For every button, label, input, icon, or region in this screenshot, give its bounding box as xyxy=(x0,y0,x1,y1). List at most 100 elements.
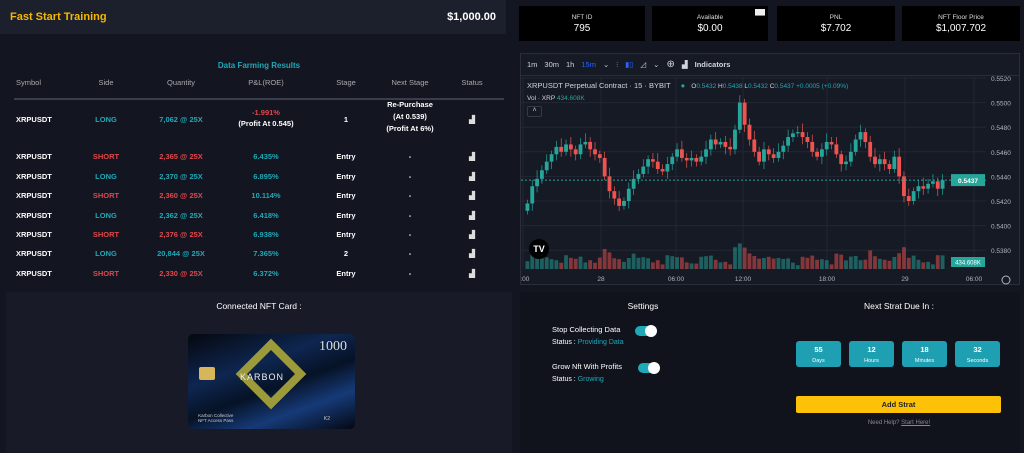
volume-bar xyxy=(848,256,853,269)
volume-bar xyxy=(631,253,636,269)
cell-stage: Entry xyxy=(336,152,356,161)
chart-canvas[interactable]: 0.5520 0.5500 0.5480 0.5460 0.5440 0.5420 0.54… xyxy=(521,54,1021,286)
status-dot-icon: ● xyxy=(680,81,686,90)
cell-side: LONG xyxy=(95,115,117,124)
indicators-icon[interactable]: ▟ xyxy=(681,60,688,69)
cell-stage: Entry xyxy=(336,172,356,181)
table-row: XRPUSDT SHORT 2,376 @ 25X Entry 6.938% - ▟ xyxy=(6,230,512,240)
volume-bar xyxy=(578,256,583,269)
tradingview-logo-icon[interactable]: TV xyxy=(529,239,549,259)
volume-bar xyxy=(607,252,612,269)
candle-body xyxy=(617,198,622,206)
card-icon[interactable] xyxy=(755,9,765,16)
volume-bar xyxy=(882,259,887,269)
volume-bar xyxy=(742,247,747,269)
stat-pnl: PNL $7.702 xyxy=(777,6,895,41)
volume-bar xyxy=(926,261,931,269)
area-chart-icon[interactable]: ◿ xyxy=(640,60,647,69)
countdown-value: 32 xyxy=(973,345,982,354)
column-header[interactable]: Status xyxy=(461,78,483,87)
bar-chart-icon[interactable]: ⫶ xyxy=(616,59,619,69)
countdown-seconds: 32 Seconds xyxy=(955,341,1000,367)
volume-bar xyxy=(916,259,921,269)
card-value: 1000 xyxy=(319,339,347,354)
candle-body xyxy=(897,156,902,177)
column-header[interactable]: Side xyxy=(98,78,114,87)
settings-title: Settings xyxy=(627,301,659,311)
candle-body xyxy=(675,149,679,157)
status-chart-icon[interactable]: ▟ xyxy=(469,172,475,181)
grow-nft-toggle[interactable] xyxy=(638,362,660,374)
stat-available: Available $0.00 xyxy=(652,6,768,41)
add-compare-icon[interactable]: ⊕ xyxy=(666,59,675,70)
last-price-label: 0.5437 xyxy=(958,178,978,185)
volume-bar xyxy=(539,256,544,269)
countdown-value: 18 xyxy=(920,345,929,354)
countdown-days: 55 Days xyxy=(796,341,841,367)
interval-1h[interactable]: 1h xyxy=(566,60,575,69)
interval-15m[interactable]: 15m xyxy=(581,60,596,69)
cell-symbol: XRPUSDT xyxy=(16,191,52,200)
column-header[interactable]: Next Stage xyxy=(391,78,429,87)
cell-pnl: 10.114% xyxy=(251,191,281,200)
column-header[interactable]: P&L(ROE) xyxy=(248,78,284,87)
cell-side: SHORT xyxy=(92,152,120,161)
candle-body xyxy=(882,159,887,165)
stat-value: 795 xyxy=(573,23,591,34)
candle-body xyxy=(641,166,646,174)
candle-body xyxy=(694,157,699,162)
chip-icon xyxy=(199,367,215,380)
price-chart[interactable]: 1m 30m 1h 15m ⌄ ⫶ ▮▯ ◿ ⌄ ⊕ ▟ Indicators … xyxy=(520,53,1020,285)
interval-30m[interactable]: 30m xyxy=(544,60,560,69)
status-chart-icon[interactable]: ▟ xyxy=(469,249,475,258)
candle-body xyxy=(911,191,916,201)
candle-body xyxy=(892,156,897,170)
volume-bar xyxy=(708,255,713,269)
cell-quantity: 7,062 @ 25X xyxy=(159,115,203,124)
stat-value: $7.702 xyxy=(820,23,852,34)
status-chart-icon[interactable]: ▟ xyxy=(469,115,475,124)
candlestick-icon[interactable]: ▮▯ xyxy=(625,60,634,69)
volume-bar xyxy=(839,254,844,269)
collapse-icon[interactable]: ˄ xyxy=(527,106,542,117)
status-chart-icon[interactable]: ▟ xyxy=(469,269,475,278)
volume-bar xyxy=(675,257,679,269)
status-chart-icon[interactable]: ▟ xyxy=(469,230,475,239)
column-header[interactable]: Quantity xyxy=(167,78,195,87)
y-tick-label: 0.5400 xyxy=(991,224,1011,231)
volume-bar xyxy=(887,260,892,269)
volume-bar xyxy=(525,261,530,269)
volume-bar xyxy=(757,258,762,269)
interval-1m[interactable]: 1m xyxy=(527,60,538,69)
stop-collecting-toggle[interactable] xyxy=(635,325,657,337)
candle-body xyxy=(786,137,791,146)
add-strat-button[interactable]: Add Strat xyxy=(796,396,1001,413)
volume-bar xyxy=(583,262,588,269)
status-chart-icon[interactable]: ▟ xyxy=(469,211,475,220)
volume-bar xyxy=(737,243,742,269)
status-chart-icon[interactable]: ▟ xyxy=(469,191,475,200)
candle-body xyxy=(742,102,747,125)
status-chart-icon[interactable]: ▟ xyxy=(469,152,475,161)
column-header[interactable]: Symbol xyxy=(16,78,42,87)
cell-quantity: 2,365 @ 25X xyxy=(159,152,203,161)
candle-body xyxy=(844,161,848,165)
countdown-hours: 12 Hours xyxy=(849,341,894,367)
candle-body xyxy=(728,146,733,150)
chevron-down-icon[interactable]: ⌄ xyxy=(602,60,610,69)
volume-bar xyxy=(733,247,737,269)
chevron-down-icon[interactable]: ⌄ xyxy=(653,60,660,69)
volume-bar xyxy=(549,259,554,269)
indicators-button[interactable]: Indicators xyxy=(694,60,731,69)
volume-bar xyxy=(593,262,597,269)
column-header[interactable]: Stage xyxy=(336,78,356,87)
volume-bar xyxy=(713,259,718,269)
stat-floor-price: NFT Floor Price $1,007.702 xyxy=(902,6,1020,41)
account-title: Fast Start Training xyxy=(10,11,107,23)
cell-symbol: XRPUSDT xyxy=(16,115,52,124)
cell-stage: Entry xyxy=(336,191,356,200)
start-here-link[interactable]: Start Here! xyxy=(901,420,931,426)
cell-next-stage: - xyxy=(408,211,412,220)
card-code: K2 xyxy=(323,416,330,422)
candle-body xyxy=(766,149,771,155)
